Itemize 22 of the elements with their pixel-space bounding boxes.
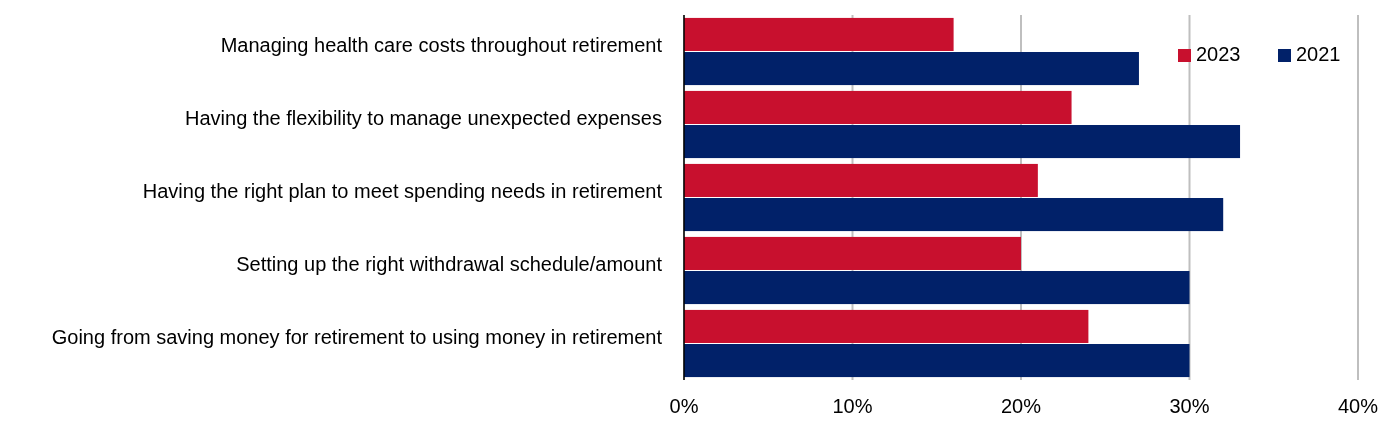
y-tick-label: Having the right plan to meet spending needs in retirement bbox=[142, 179, 663, 202]
y-tick-label: Going from saving money for retirement to using money in retirement bbox=[51, 325, 663, 348]
y-tick-label: Setting up the right withdrawal schedule/amount bbox=[236, 252, 663, 275]
bar bbox=[684, 90, 1072, 124]
bar bbox=[684, 125, 1241, 159]
bar bbox=[684, 52, 1139, 86]
bar bbox=[684, 198, 1224, 232]
legend-label: 2021 bbox=[1296, 43, 1341, 66]
bar bbox=[684, 236, 1021, 270]
y-tick-label: Having the flexibility to manage unexpected expenses bbox=[185, 106, 662, 129]
x-tick-label: 40% bbox=[1337, 395, 1379, 417]
bar bbox=[684, 17, 954, 51]
bar bbox=[684, 344, 1190, 378]
bar bbox=[684, 271, 1190, 305]
bar bbox=[684, 309, 1089, 343]
x-tick-label: 0% bbox=[669, 395, 699, 417]
x-tick-label: 20% bbox=[1000, 395, 1042, 417]
bar bbox=[684, 163, 1038, 197]
legend-label: 2023 bbox=[1196, 43, 1241, 66]
y-tick-label: Managing health care costs throughout retirement bbox=[220, 33, 663, 56]
x-tick-label: 30% bbox=[1169, 395, 1210, 417]
x-tick-label: 10% bbox=[832, 395, 873, 417]
